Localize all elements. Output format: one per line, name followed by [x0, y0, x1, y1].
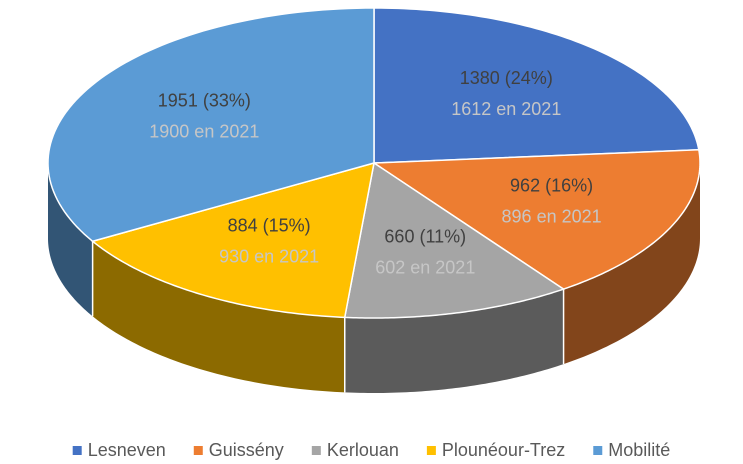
slice	[343, 161, 566, 319]
legend-swatch	[72, 446, 82, 455]
legend-label: Lesneven	[88, 440, 166, 460]
annotation: 896 en 2021	[502, 207, 602, 227]
slice-side	[563, 163, 700, 365]
annotation: 602 en 2021	[375, 257, 475, 277]
legend-swatch	[311, 446, 321, 455]
slice-side	[48, 163, 93, 317]
annotation: 1900 en 2021	[149, 121, 259, 141]
slice-tops	[47, 7, 701, 319]
legend-swatch	[593, 446, 603, 455]
value-label: 1380 (24%)	[460, 68, 553, 88]
slice-sides	[48, 163, 700, 393]
legend-swatch	[426, 446, 436, 455]
legend-label: Kerlouan	[327, 440, 399, 460]
slice	[91, 161, 375, 319]
legend-swatch	[193, 446, 203, 455]
legend-label: Plounéour-Trez	[442, 440, 565, 460]
legend-label: Guissény	[209, 440, 284, 460]
annotation: 1612 en 2021	[451, 99, 561, 119]
slice-side	[344, 289, 564, 393]
slice	[47, 7, 375, 243]
value-label: 660 (11%)	[384, 226, 466, 246]
slice	[373, 7, 700, 164]
value-label: 1951 (33%)	[158, 90, 251, 110]
data-labels: 1380 (24%) 1612 en 2021 962 (16%) 896 en 20…	[149, 68, 601, 277]
value-label: 884 (15%)	[228, 215, 311, 235]
slice-side	[92, 241, 345, 393]
legend-label: Mobilité	[608, 440, 670, 460]
annotation: 930 en 2021	[219, 246, 319, 266]
slice	[371, 149, 701, 290]
legend: Lesneven Guissény Kerlouan Plounéour-Trez Mo…	[72, 440, 670, 460]
value-label: 962 (16%)	[510, 176, 593, 196]
